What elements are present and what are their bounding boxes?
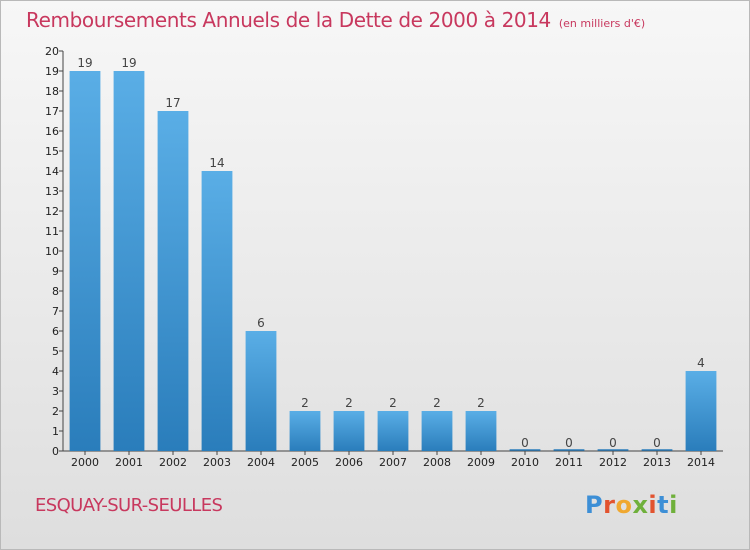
proxiti-logo[interactable]: Proxiti bbox=[585, 491, 678, 519]
x-tick-label: 2005 bbox=[291, 456, 319, 469]
y-tick-label: 20 bbox=[45, 45, 59, 58]
y-tick-label: 12 bbox=[45, 205, 59, 218]
bar-value-label: 2 bbox=[477, 396, 485, 410]
bar[interactable] bbox=[333, 411, 365, 451]
y-tick-label: 14 bbox=[45, 165, 59, 178]
bar-value-label: 2 bbox=[345, 396, 353, 410]
title-text: Remboursements Annuels de la Dette de 20… bbox=[26, 8, 551, 32]
bar[interactable] bbox=[289, 411, 321, 451]
x-tick-label: 2007 bbox=[379, 456, 407, 469]
y-tick-label: 9 bbox=[52, 265, 59, 278]
y-tick-label: 15 bbox=[45, 145, 59, 158]
logo-letter: P bbox=[585, 491, 604, 519]
bar-value-label: 17 bbox=[165, 96, 180, 110]
y-tick-label: 19 bbox=[45, 65, 59, 78]
data-labels: 19 19 17 14 6 2 2 2 2 2 0 0 0 0 4 bbox=[77, 56, 704, 450]
y-tick-label: 13 bbox=[45, 185, 59, 198]
logo-letter: i bbox=[669, 491, 678, 519]
y-tick-label: 18 bbox=[45, 85, 59, 98]
bar[interactable] bbox=[377, 411, 409, 451]
x-tick-label: 2002 bbox=[159, 456, 187, 469]
y-tick-label: 10 bbox=[45, 245, 59, 258]
logo-letter: r bbox=[603, 491, 616, 519]
y-tick-label: 7 bbox=[52, 305, 59, 318]
y-tick-label: 17 bbox=[45, 105, 59, 118]
bar-value-label: 14 bbox=[209, 156, 224, 170]
bar-value-label: 19 bbox=[121, 56, 136, 70]
y-tick-label: 8 bbox=[52, 285, 59, 298]
logo-letter: t bbox=[657, 491, 670, 519]
commune-name: ESQUAY-SUR-SEULLES bbox=[35, 495, 223, 516]
logo-letter: o bbox=[615, 491, 633, 519]
y-tick-label: 11 bbox=[45, 225, 59, 238]
x-tick-label: 2010 bbox=[511, 456, 539, 469]
x-tick-label: 2004 bbox=[247, 456, 275, 469]
x-tick-label: 2013 bbox=[643, 456, 671, 469]
bar[interactable] bbox=[69, 71, 101, 451]
bar[interactable] bbox=[113, 71, 145, 451]
x-tick-label: 2009 bbox=[467, 456, 495, 469]
bar-value-label: 6 bbox=[257, 316, 265, 330]
logo-letter: x bbox=[632, 491, 649, 519]
bars bbox=[69, 71, 717, 451]
y-tick-label: 1 bbox=[52, 425, 59, 438]
x-tick-label: 2001 bbox=[115, 456, 143, 469]
bar-value-label: 2 bbox=[433, 396, 441, 410]
y-tick-label: 6 bbox=[52, 325, 59, 338]
y-tick-label: 4 bbox=[52, 365, 59, 378]
x-tick-label: 2006 bbox=[335, 456, 363, 469]
bar-value-label: 0 bbox=[521, 436, 529, 450]
x-tick-label: 2014 bbox=[687, 456, 715, 469]
bar-value-label: 2 bbox=[301, 396, 309, 410]
y-tick-label: 5 bbox=[52, 345, 59, 358]
bar-value-label: 0 bbox=[609, 436, 617, 450]
y-tick-label: 3 bbox=[52, 385, 59, 398]
bar-value-label: 19 bbox=[77, 56, 92, 70]
x-tick-label: 2000 bbox=[71, 456, 99, 469]
y-tick-label: 16 bbox=[45, 125, 59, 138]
x-tick-label: 2012 bbox=[599, 456, 627, 469]
bar[interactable] bbox=[201, 171, 233, 451]
bar[interactable] bbox=[685, 371, 717, 451]
bar[interactable] bbox=[245, 331, 277, 451]
x-tick-label: 2011 bbox=[555, 456, 583, 469]
y-tick-label: 0 bbox=[52, 445, 59, 458]
chart-title: Remboursements Annuels de la Dette de 20… bbox=[26, 8, 645, 32]
bar-value-label: 2 bbox=[389, 396, 397, 410]
x-tick-label: 2003 bbox=[203, 456, 231, 469]
bar-value-label: 0 bbox=[565, 436, 573, 450]
bar-value-label: 4 bbox=[697, 356, 705, 370]
chart-subtitle: (en milliers d'€) bbox=[558, 17, 646, 30]
x-tick-label: 2008 bbox=[423, 456, 451, 469]
logo-letter: i bbox=[648, 491, 658, 519]
bar[interactable] bbox=[421, 411, 453, 451]
bar[interactable] bbox=[157, 111, 189, 451]
bar[interactable] bbox=[465, 411, 497, 451]
y-tick-label: 2 bbox=[52, 405, 59, 418]
bar-value-label: 0 bbox=[653, 436, 661, 450]
